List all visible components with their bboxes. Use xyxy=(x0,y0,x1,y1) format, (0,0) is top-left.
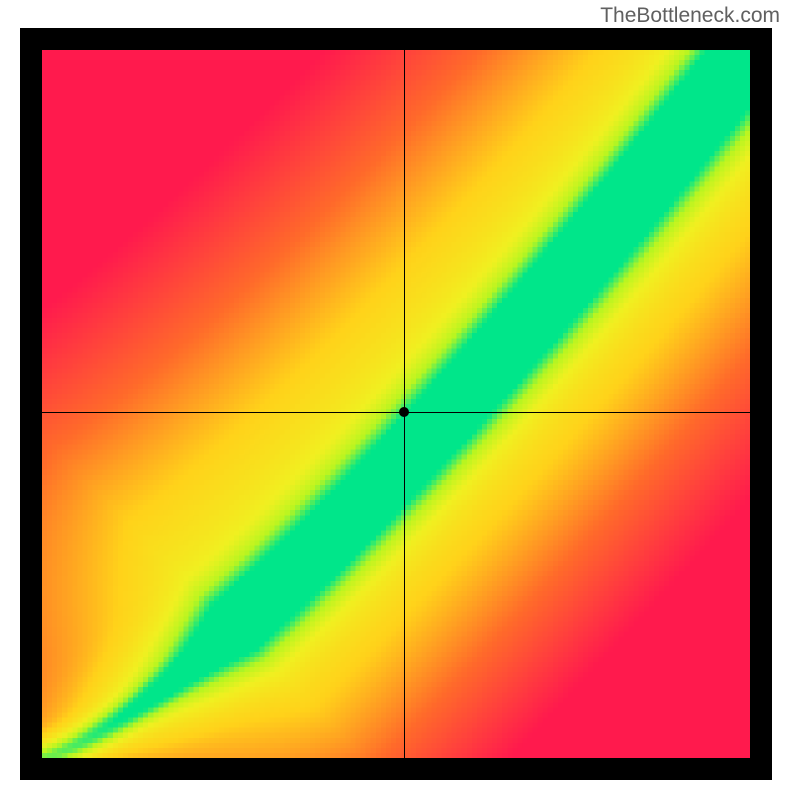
plot-border-top xyxy=(20,28,772,50)
crosshair-horizontal xyxy=(42,412,750,413)
plot-border-left xyxy=(20,28,42,780)
watermark-text: TheBottleneck.com xyxy=(600,4,780,28)
crosshair-vertical xyxy=(404,50,405,758)
heatmap-canvas xyxy=(42,50,750,758)
plot-frame xyxy=(20,28,772,780)
plot-border-bottom xyxy=(20,758,772,780)
plot-border-right xyxy=(750,28,772,780)
crosshair-marker xyxy=(399,407,409,417)
chart-container: TheBottleneck.com xyxy=(0,0,800,800)
